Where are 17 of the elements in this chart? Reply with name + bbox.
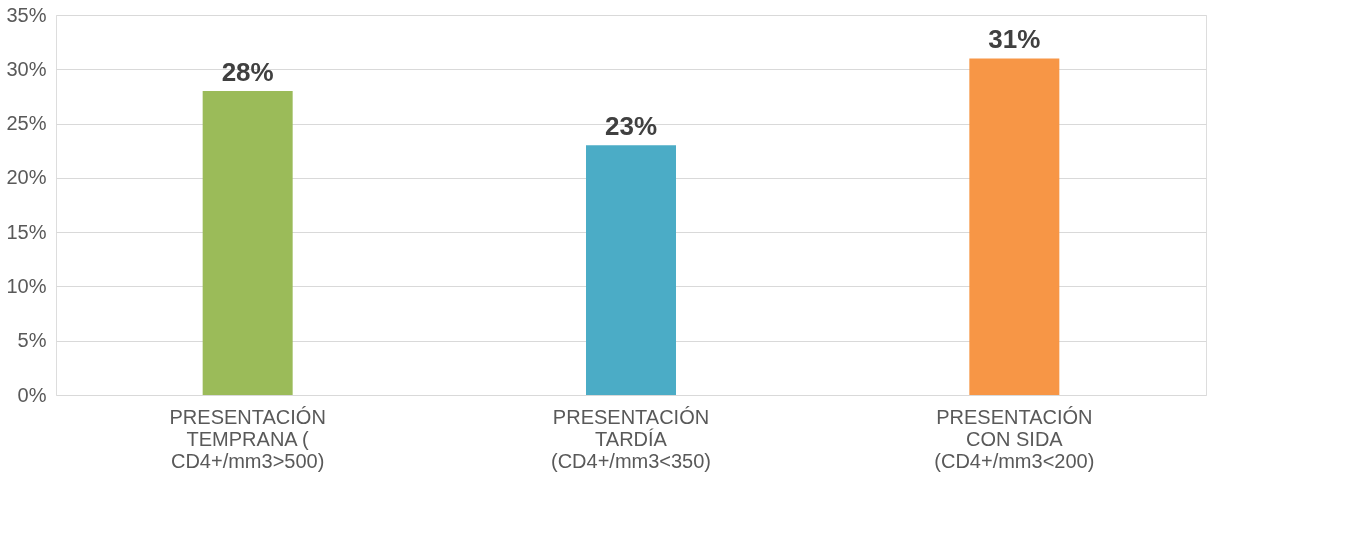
- data-label: 23%: [604, 111, 658, 142]
- y-tick-label: 35%: [6, 3, 47, 26]
- x-tick-label: PRESENTACIÓN CON SIDA (CD4+/mm3<200): [934, 405, 1095, 472]
- y-tick-label: 25%: [6, 112, 47, 135]
- bar: [969, 58, 1060, 395]
- bar: [202, 91, 293, 395]
- x-tick-label: PRESENTACIÓN TEMPRANA ( CD4+/mm3>500): [169, 405, 326, 472]
- y-tick-label: 30%: [6, 57, 47, 80]
- bar: [586, 145, 676, 395]
- y-tick-label: 5%: [17, 329, 47, 352]
- y-tick-label: 0%: [17, 383, 47, 406]
- y-tick-label: 10%: [6, 274, 47, 297]
- x-tick-label: PRESENTACIÓN TARDÍA (CD4+/mm3<350): [550, 405, 712, 472]
- y-tick-label: 15%: [6, 220, 47, 243]
- y-tick-label: 20%: [6, 166, 47, 189]
- data-label: 28%: [221, 57, 274, 87]
- data-label: 31%: [988, 24, 1041, 55]
